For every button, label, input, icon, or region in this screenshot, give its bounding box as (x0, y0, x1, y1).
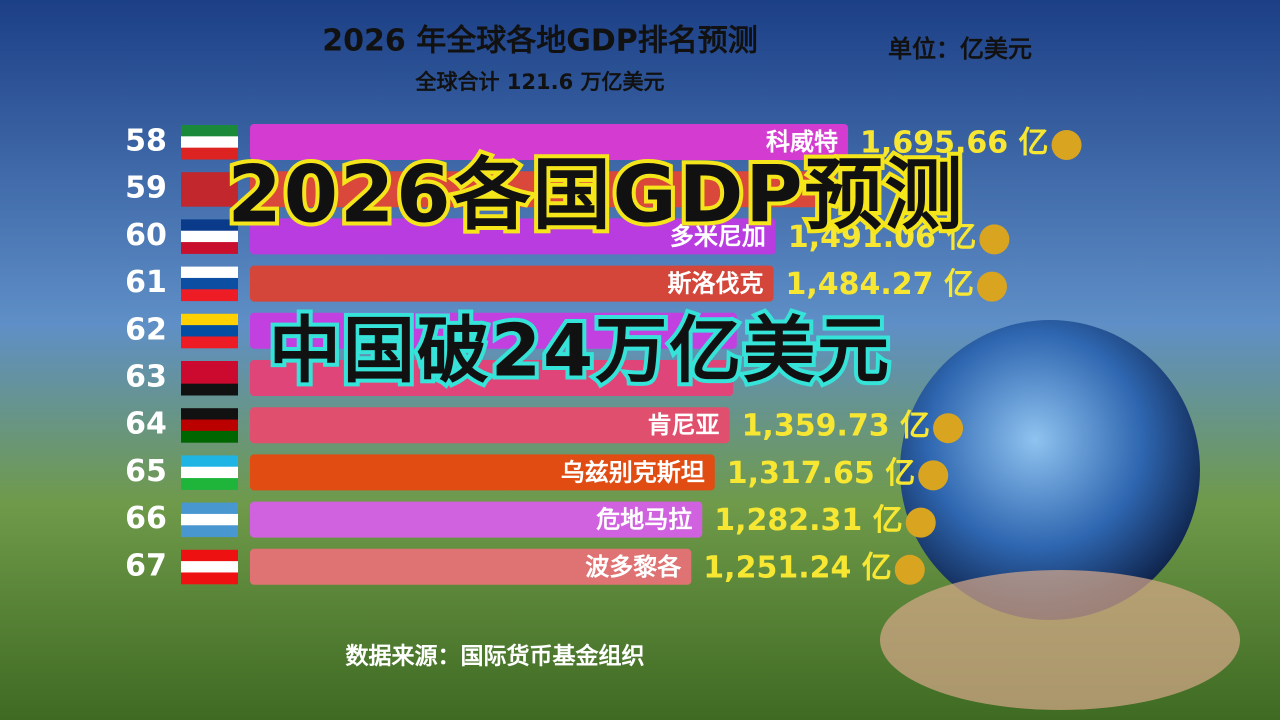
flag-stripe (181, 455, 238, 468)
bar-label: 乌兹别克斯坦 (561, 458, 705, 486)
flag-stripe (181, 172, 238, 185)
money-bag-icon (894, 554, 925, 585)
rank-label: 59 (125, 171, 167, 206)
rank-label: 64 (125, 407, 167, 442)
rank-label: 61 (125, 265, 167, 300)
value-label: 1,491.06 亿 (788, 220, 976, 255)
hands-decoration (880, 570, 1240, 710)
value-label: 1,484.27 亿 (786, 267, 974, 302)
flag-stripe (181, 408, 238, 421)
flag-stripe (181, 383, 238, 396)
flag-stripe (181, 466, 238, 479)
unit-label: 单位：亿美元 (888, 35, 1032, 63)
bar (250, 407, 730, 444)
flag-stripe (181, 419, 238, 432)
bar (250, 360, 734, 396)
bar-label: 斯洛伐克 (668, 270, 764, 298)
rank-label: 65 (125, 454, 167, 489)
bar (250, 171, 836, 208)
bar (250, 312, 737, 349)
bar (250, 265, 774, 302)
money-bag-icon (979, 224, 1010, 255)
bar (250, 454, 715, 491)
flag-stripe (181, 430, 238, 443)
flag-stripe (181, 289, 238, 302)
globe-decoration (900, 320, 1200, 620)
rank-label: 62 (125, 312, 167, 347)
money-bag-icon (976, 271, 1007, 302)
bar-label: 波多黎各 (585, 553, 682, 581)
flag-stripe (181, 502, 238, 515)
money-bag-icon (905, 507, 936, 538)
flag-stripe (181, 313, 238, 326)
flag-stripe (181, 266, 238, 279)
rank-label: 63 (125, 360, 167, 395)
flag-stripe (181, 561, 238, 573)
value-label: 1,282.31 亿 (714, 503, 902, 538)
flag-stripe (181, 478, 238, 490)
rank-label: 58 (125, 124, 167, 159)
flag-stripe (181, 125, 238, 137)
value-label: 1,317.65 亿 (727, 456, 915, 491)
rank-label: 66 (125, 501, 167, 536)
overlay-headline: 中国破24万亿美元 (269, 309, 891, 393)
flag-stripe (181, 147, 238, 160)
bar-label: 多米尼加 (670, 222, 766, 250)
flag-stripe (181, 277, 238, 290)
value-label: 1,359.73 亿 (742, 409, 930, 444)
overlay-title: 2026各国GDP预测 (227, 150, 964, 240)
rank-label: 67 (125, 548, 167, 583)
chart-title: 2026 年全球各地GDP排名预测 (322, 24, 757, 59)
bar (250, 501, 703, 538)
bar (250, 218, 776, 255)
flag-stripe (181, 372, 238, 385)
bar-label: 肯尼亚 (648, 411, 720, 439)
bars: 58 科威特 1,695.66 亿 59 60 多米尼加 1,491.06 亿 61 斯洛伐克 1… (125, 124, 1082, 585)
flag-stripe (181, 549, 238, 562)
value-label: 1,251.24 亿 (703, 550, 891, 585)
money-bag-icon (1051, 130, 1082, 160)
flag-stripe (181, 183, 238, 196)
flag-stripe (181, 194, 238, 207)
value-label: 1,695.66 亿 (860, 126, 1048, 161)
flag-stripe (181, 136, 238, 149)
bar-label: 科威特 (766, 128, 838, 156)
flag-stripe (181, 325, 238, 337)
chart-subtitle: 全球合计 121.6 万亿美元 (414, 70, 664, 94)
bar (250, 124, 849, 160)
money-bag-icon (918, 460, 949, 491)
flag-stripe (181, 219, 238, 232)
source-label: 数据来源：国际货币基金组织 (346, 643, 645, 670)
flag-stripe (181, 525, 238, 538)
flag-stripe (181, 242, 238, 254)
flag-stripe (181, 336, 238, 349)
flag-stripe (181, 513, 238, 526)
flag-stripe (181, 572, 238, 585)
flag-stripe (181, 361, 238, 373)
bar-label: 危地马拉 (596, 506, 692, 534)
bar (250, 548, 692, 585)
rank-label: 60 (125, 218, 167, 253)
flag-stripe (181, 230, 238, 243)
money-bag-icon (933, 413, 964, 444)
